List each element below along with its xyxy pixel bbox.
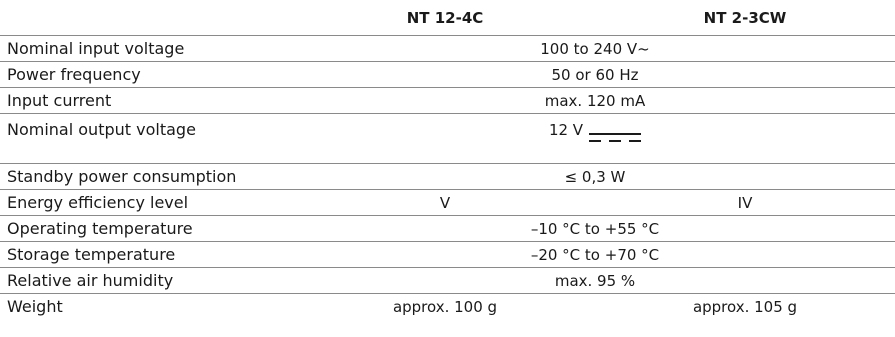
row-label: Input current <box>7 91 112 110</box>
table-row: Nominal input voltage 100 to 240 V~ <box>0 35 895 62</box>
row-value: –10 °C to +55 °C <box>530 220 660 238</box>
table-row: Nominal output voltage 12 V <box>0 113 895 146</box>
row-value: 100 to 240 V~ <box>540 40 650 58</box>
row-value-nt-12-4c: approx. 100 g <box>392 298 498 316</box>
table-row: Power frequency 50 or 60 Hz <box>0 61 895 88</box>
row-value: max. 120 mA <box>544 92 646 110</box>
table-row: Energy efficiency level V IV <box>0 189 895 216</box>
row-value: –20 °C to +70 °C <box>530 246 660 264</box>
table-row: Standby power consumption ≤ 0,3 W <box>0 163 895 190</box>
table-row: Relative air humidity max. 95 % <box>0 267 895 294</box>
row-label: Operating temperature <box>7 219 193 238</box>
row-value-nt-12-4c: V <box>439 194 451 212</box>
table-row: Input current max. 120 mA <box>0 87 895 114</box>
row-value-nt-2-3cw: approx. 105 g <box>692 298 798 316</box>
row-label: Standby power consumption <box>7 167 237 186</box>
row-value: ≤ 0,3 W <box>564 168 626 186</box>
column-header-nt-2-3cw: NT 2-3CW <box>703 9 787 27</box>
dc-symbol-icon <box>589 123 642 142</box>
table-header: NT 12-4C NT 2-3CW <box>0 6 895 30</box>
row-value-with-icon: 12 V <box>300 114 890 146</box>
table-row: Weight approx. 100 g approx. 105 g <box>0 293 895 320</box>
row-value: 50 or 60 Hz <box>551 66 639 84</box>
row-label: Nominal input voltage <box>7 39 185 58</box>
table-row: Operating temperature –10 °C to +55 °C <box>0 215 895 242</box>
row-label: Power frequency <box>7 65 141 84</box>
row-label: Relative air humidity <box>7 271 174 290</box>
row-label: Storage temperature <box>7 245 176 264</box>
row-value-nt-2-3cw: IV <box>737 194 753 212</box>
row-label: Energy efficiency level <box>7 193 189 212</box>
table-row: Storage temperature –20 °C to +70 °C <box>0 241 895 268</box>
row-label: Weight <box>7 297 63 316</box>
column-header-nt-12-4c: NT 12-4C <box>406 9 484 27</box>
row-label: Nominal output voltage <box>7 120 196 139</box>
row-value: 12 V <box>548 121 584 139</box>
row-value: max. 95 % <box>554 272 636 290</box>
